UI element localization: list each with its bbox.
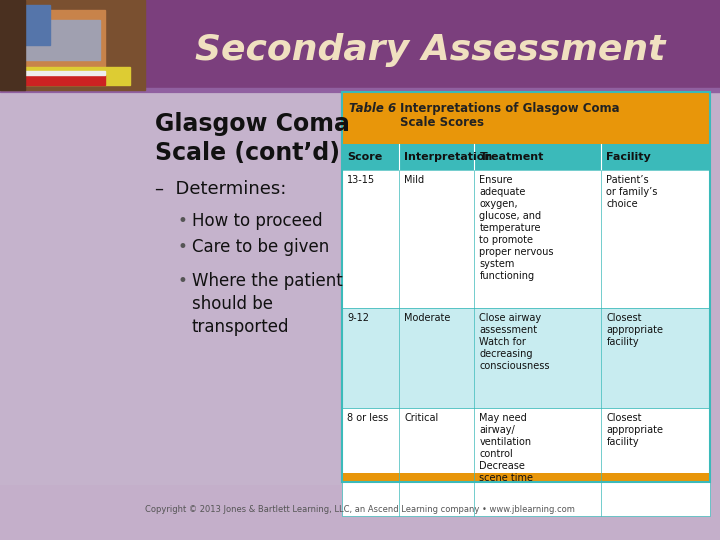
Text: May need
airway/
ventilation
control
Decrease
scene time: May need airway/ ventilation control Dec…	[480, 413, 534, 483]
Text: Close airway
assessment
Watch for
decreasing
consciousness: Close airway assessment Watch for decrea…	[480, 313, 550, 371]
Text: 9-12: 9-12	[347, 313, 369, 323]
Bar	[342, 92, 710, 482]
Text: Glasgow Coma
Scale (cont’d): Glasgow Coma Scale (cont’d)	[155, 112, 350, 165]
Bar	[0, 5, 50, 45]
Bar	[342, 408, 710, 516]
Text: Interpretation: Interpretation	[404, 152, 492, 162]
Bar	[0, 90, 720, 540]
Text: 8 or less: 8 or less	[347, 413, 388, 423]
Text: Ensure
adequate
oxygen,
glucose, and
temperature
to promote
proper nervous
syste: Ensure adequate oxygen, glucose, and tem…	[480, 175, 554, 281]
Bar	[15, 75, 105, 85]
Bar	[0, 88, 720, 92]
Bar	[342, 92, 710, 482]
Text: •: •	[178, 212, 188, 230]
Bar	[0, 0, 145, 90]
Bar	[342, 170, 710, 308]
Text: Facility: Facility	[606, 152, 651, 162]
Bar	[0, 93, 340, 485]
Bar	[10, 67, 130, 85]
Text: Critical: Critical	[404, 413, 438, 423]
Text: Copyright © 2013 Jones & Bartlett Learning, LLC, an Ascend Learning company • ww: Copyright © 2013 Jones & Bartlett Learni…	[145, 505, 575, 515]
Text: Closest
appropriate
facility: Closest appropriate facility	[606, 313, 663, 347]
Text: Where the patient
should be
transported: Where the patient should be transported	[192, 272, 343, 336]
Text: 13-15: 13-15	[347, 175, 375, 185]
Text: Patient’s
or family’s
choice: Patient’s or family’s choice	[606, 175, 658, 209]
Text: –  Determines:: – Determines:	[155, 180, 287, 198]
Bar	[0, 0, 720, 90]
Text: Score: Score	[347, 152, 382, 162]
Bar	[0, 0, 25, 90]
Text: Moderate: Moderate	[404, 313, 451, 323]
Bar	[5, 10, 105, 80]
Bar	[15, 71, 105, 75]
Bar	[342, 308, 710, 408]
Text: •: •	[178, 238, 188, 256]
Bar	[342, 92, 710, 144]
Text: Secondary Assessment: Secondary Assessment	[195, 33, 665, 67]
Text: Care to be given: Care to be given	[192, 238, 329, 256]
Bar	[342, 473, 710, 482]
Text: Scale Scores: Scale Scores	[400, 116, 484, 129]
Text: Treatment: Treatment	[480, 152, 544, 162]
Text: How to proceed: How to proceed	[192, 212, 323, 230]
Text: Table 6: Table 6	[349, 102, 396, 115]
Text: Mild: Mild	[404, 175, 424, 185]
Bar	[20, 20, 100, 60]
Text: Interpretations of Glasgow Coma: Interpretations of Glasgow Coma	[400, 102, 620, 115]
Bar	[342, 144, 710, 170]
Text: Closest
appropriate
facility: Closest appropriate facility	[606, 413, 663, 447]
Text: •: •	[178, 272, 188, 290]
